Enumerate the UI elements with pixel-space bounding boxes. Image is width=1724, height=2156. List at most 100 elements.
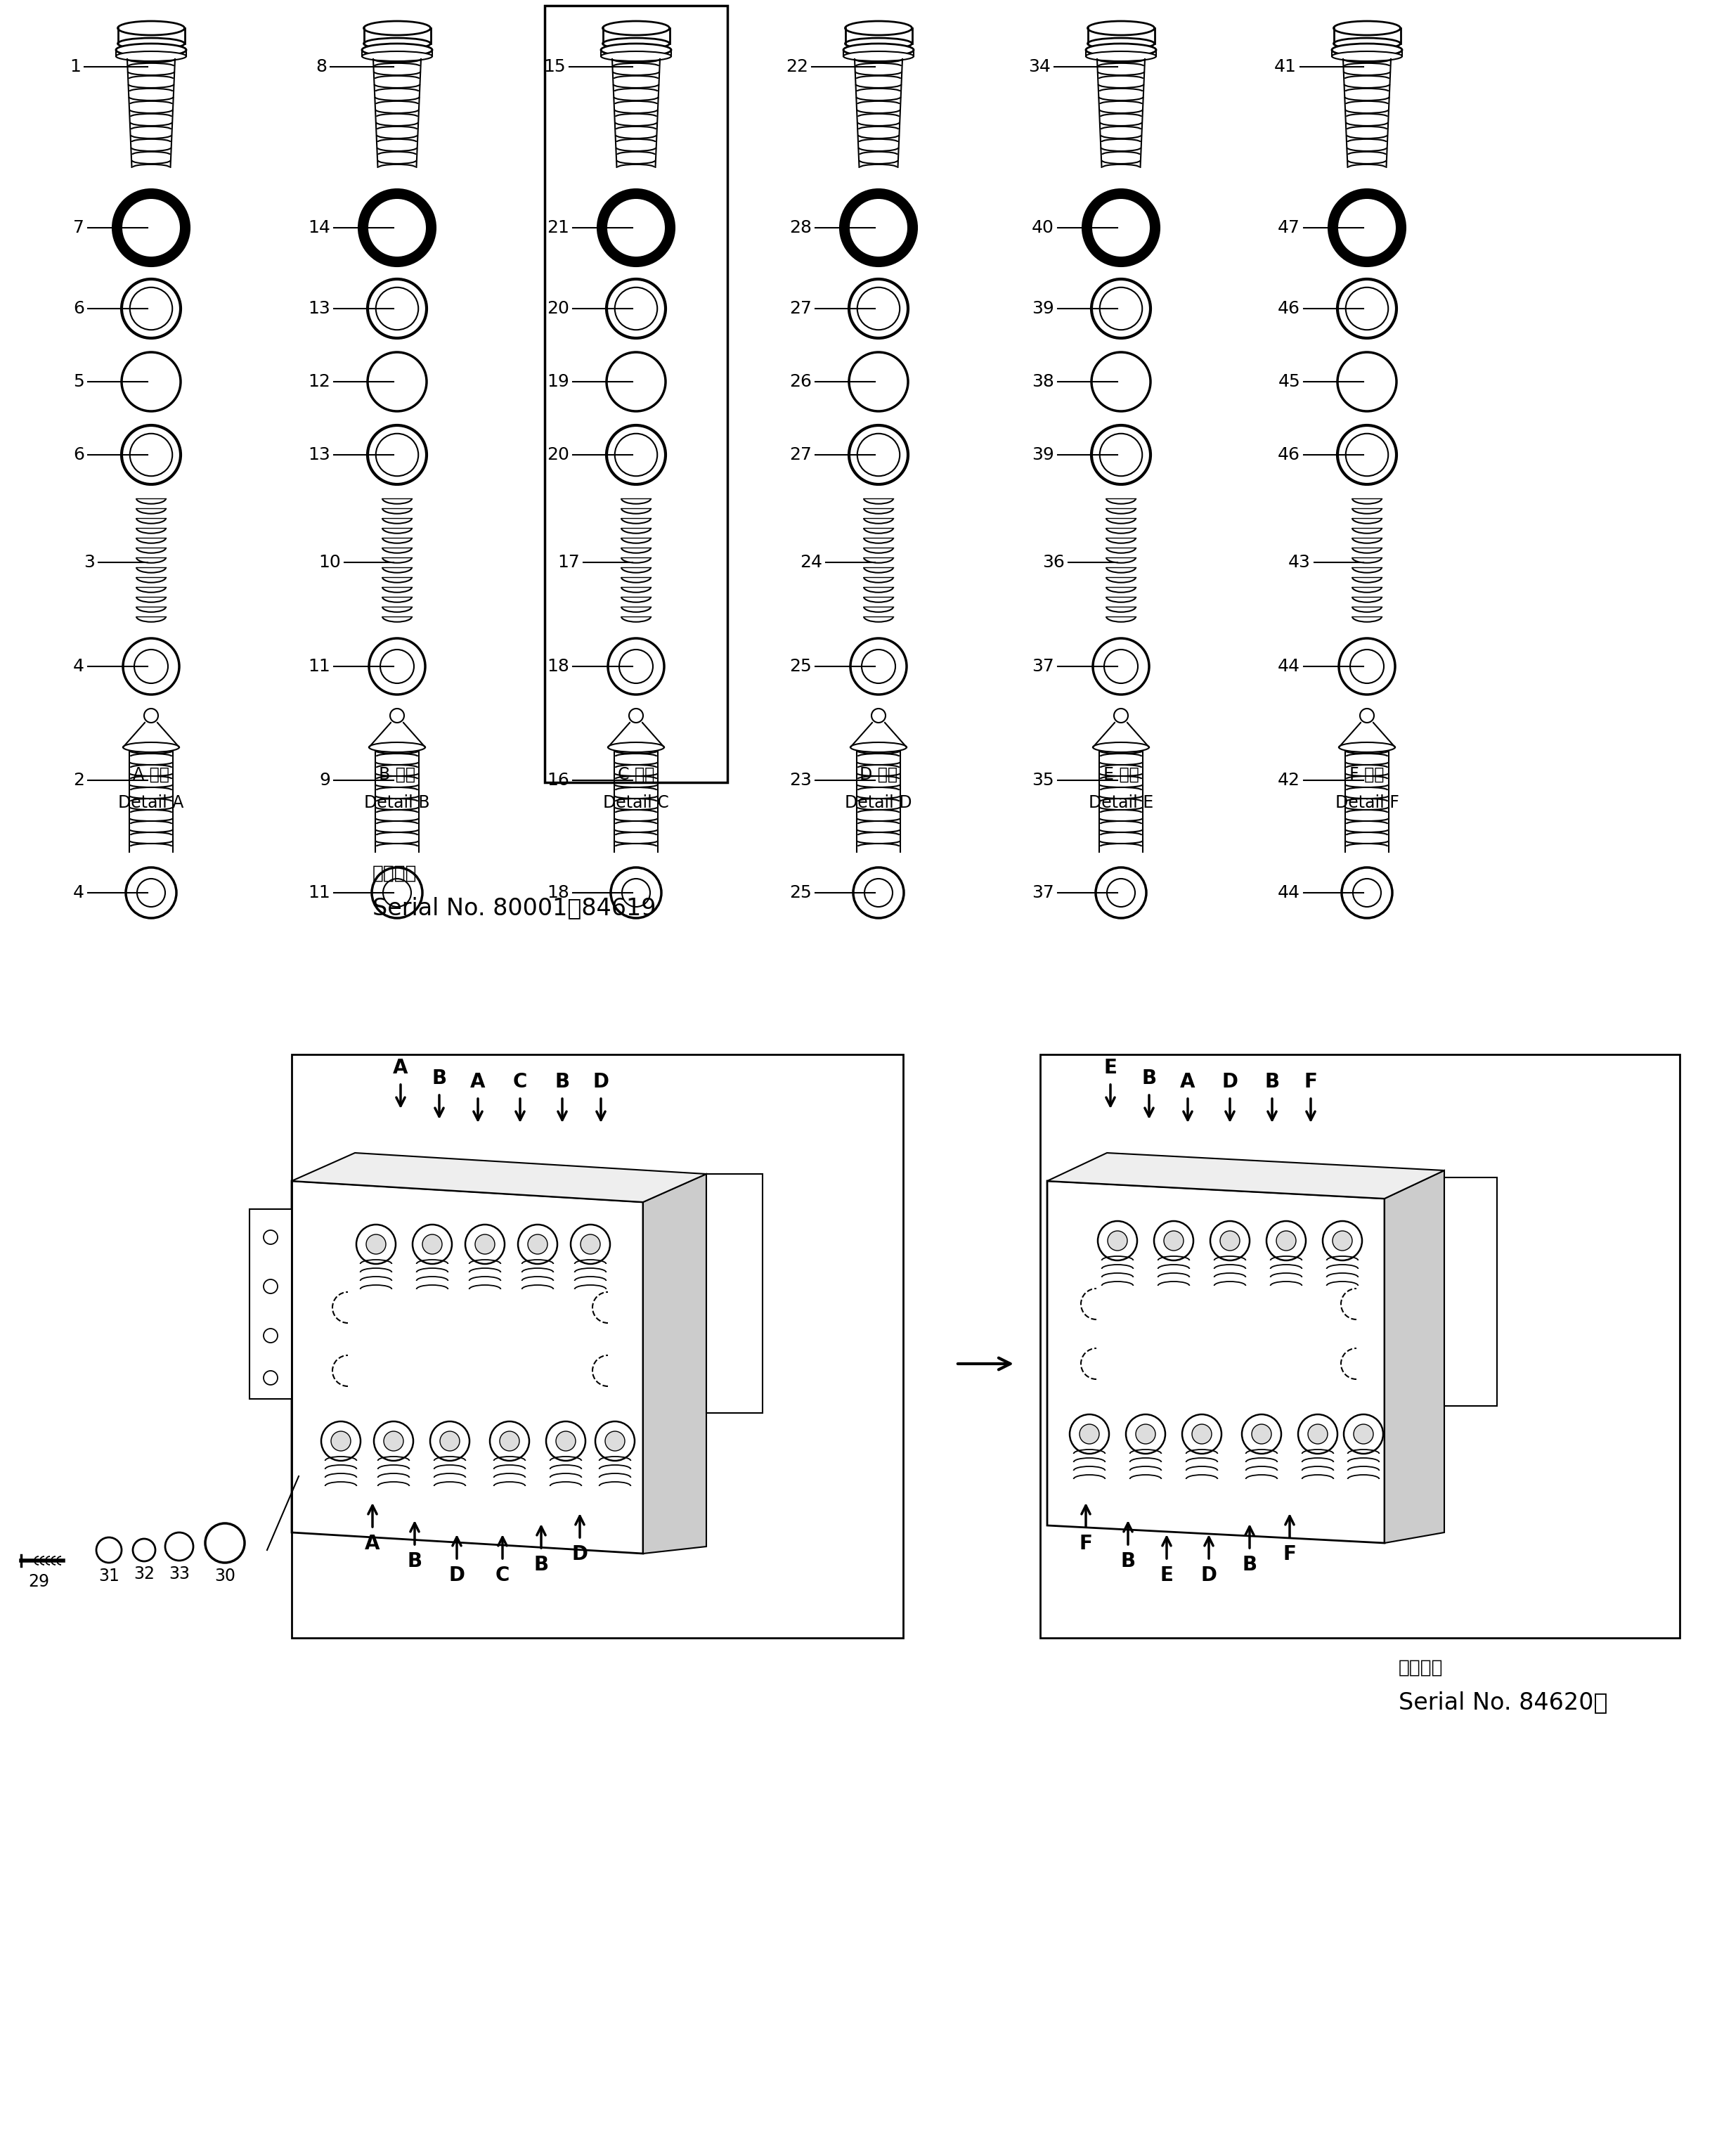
Ellipse shape: [845, 22, 912, 34]
Text: C: C: [514, 1072, 528, 1091]
Text: 45: 45: [1277, 373, 1300, 390]
Polygon shape: [643, 1175, 707, 1554]
Circle shape: [1343, 1414, 1383, 1453]
Ellipse shape: [843, 43, 914, 56]
Ellipse shape: [362, 43, 433, 56]
Text: 38: 38: [1033, 373, 1053, 390]
Circle shape: [264, 1279, 278, 1294]
Text: D: D: [1222, 1072, 1238, 1091]
Circle shape: [1183, 1414, 1222, 1453]
Circle shape: [840, 190, 917, 267]
Text: D: D: [1200, 1565, 1217, 1585]
Text: D: D: [593, 1072, 609, 1091]
Text: 29: 29: [28, 1574, 50, 1591]
Polygon shape: [1445, 1177, 1496, 1406]
Text: B: B: [1121, 1552, 1136, 1572]
Text: 46: 46: [1277, 446, 1300, 464]
Text: 18: 18: [547, 658, 569, 675]
Circle shape: [547, 1421, 586, 1462]
Text: E: E: [1103, 1059, 1117, 1078]
Circle shape: [1353, 1425, 1374, 1445]
Text: 27: 27: [790, 446, 812, 464]
Circle shape: [500, 1432, 519, 1451]
Ellipse shape: [603, 22, 669, 34]
Text: 13: 13: [309, 300, 331, 317]
Ellipse shape: [117, 22, 184, 34]
Text: 40: 40: [1033, 220, 1053, 237]
Ellipse shape: [1333, 52, 1402, 60]
Circle shape: [629, 709, 643, 722]
Ellipse shape: [850, 742, 907, 752]
Circle shape: [429, 1421, 469, 1462]
Text: B: B: [1265, 1072, 1279, 1091]
Ellipse shape: [609, 742, 664, 752]
Text: 33: 33: [169, 1565, 190, 1583]
Text: Detail D: Detail D: [845, 793, 912, 811]
Circle shape: [581, 1235, 600, 1255]
Text: 27: 27: [790, 300, 812, 317]
Circle shape: [365, 1235, 386, 1255]
Circle shape: [331, 1432, 350, 1451]
Bar: [1040, 1054, 1679, 1639]
Ellipse shape: [364, 39, 431, 50]
Text: F: F: [1283, 1544, 1296, 1563]
Polygon shape: [1046, 1181, 1384, 1544]
Text: 47: 47: [1277, 220, 1300, 237]
Text: 10: 10: [319, 554, 341, 571]
Ellipse shape: [843, 52, 914, 60]
Circle shape: [1069, 1414, 1109, 1453]
Text: 23: 23: [790, 772, 812, 789]
Text: 8: 8: [315, 58, 328, 75]
Text: E: E: [1160, 1565, 1174, 1585]
Circle shape: [1164, 1231, 1184, 1250]
Text: 17: 17: [557, 554, 579, 571]
Text: 2: 2: [72, 772, 84, 789]
Text: B: B: [1243, 1554, 1257, 1574]
Text: D: D: [448, 1565, 465, 1585]
Circle shape: [598, 190, 674, 267]
Circle shape: [374, 1421, 414, 1462]
Text: 43: 43: [1288, 554, 1310, 571]
Ellipse shape: [602, 52, 671, 60]
Text: 46: 46: [1277, 300, 1300, 317]
Ellipse shape: [117, 39, 184, 50]
Ellipse shape: [1340, 742, 1395, 752]
Text: Detail C: Detail C: [603, 793, 669, 811]
Text: 19: 19: [547, 373, 569, 390]
Circle shape: [607, 198, 665, 257]
Polygon shape: [707, 1175, 762, 1412]
Text: 11: 11: [309, 884, 331, 901]
Text: 31: 31: [98, 1567, 119, 1585]
Ellipse shape: [603, 39, 669, 50]
Circle shape: [440, 1432, 460, 1451]
Text: 25: 25: [790, 884, 812, 901]
Text: 32: 32: [133, 1565, 155, 1583]
Text: 適用号機: 適用号機: [372, 865, 417, 884]
Circle shape: [264, 1231, 278, 1244]
Circle shape: [1241, 1414, 1281, 1453]
Circle shape: [1309, 1425, 1327, 1445]
Circle shape: [1083, 190, 1160, 267]
Ellipse shape: [364, 22, 431, 34]
Text: 44: 44: [1277, 884, 1300, 901]
Circle shape: [1079, 1425, 1100, 1445]
Circle shape: [412, 1225, 452, 1263]
Text: A: A: [1181, 1072, 1195, 1091]
Text: 35: 35: [1033, 772, 1053, 789]
Ellipse shape: [1088, 39, 1155, 50]
Text: E 詳細: E 詳細: [1103, 765, 1140, 783]
Text: A: A: [471, 1072, 486, 1091]
Text: 24: 24: [800, 554, 822, 571]
Text: A: A: [365, 1533, 379, 1554]
Text: 39: 39: [1033, 446, 1053, 464]
Circle shape: [1191, 1425, 1212, 1445]
Text: 12: 12: [309, 373, 331, 390]
Circle shape: [605, 1432, 624, 1451]
Ellipse shape: [845, 39, 912, 50]
Ellipse shape: [122, 742, 179, 752]
Text: Serial No. 84620～: Serial No. 84620～: [1398, 1690, 1608, 1714]
Circle shape: [357, 1225, 397, 1263]
Ellipse shape: [116, 52, 186, 60]
Circle shape: [1210, 1220, 1250, 1261]
Circle shape: [1093, 198, 1150, 257]
